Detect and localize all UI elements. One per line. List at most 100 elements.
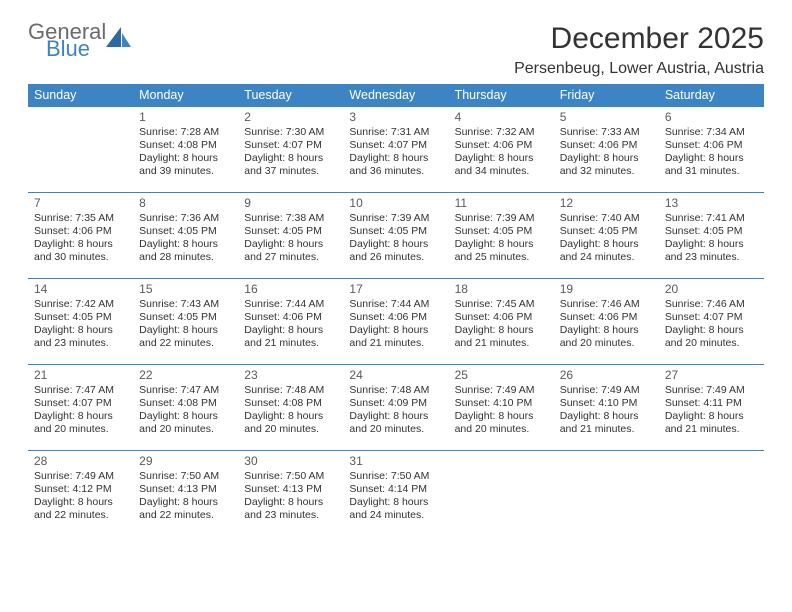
day-number: 14 <box>34 282 127 297</box>
calendar-cell: 27Sunrise: 7:49 AMSunset: 4:11 PMDayligh… <box>659 365 764 451</box>
day-info-line: and 22 minutes. <box>34 509 127 522</box>
sail-icon <box>106 27 132 56</box>
day-info-line: Daylight: 8 hours <box>139 496 232 509</box>
day-info-line: Sunrise: 7:40 AM <box>560 212 653 225</box>
day-number: 8 <box>139 196 232 211</box>
calendar-cell: 24Sunrise: 7:48 AMSunset: 4:09 PMDayligh… <box>343 365 448 451</box>
day-info-line: Sunrise: 7:49 AM <box>560 384 653 397</box>
day-info-line: Sunrise: 7:41 AM <box>665 212 758 225</box>
day-info-line: Daylight: 8 hours <box>349 152 442 165</box>
calendar-cell <box>659 451 764 537</box>
day-info-line: Daylight: 8 hours <box>34 324 127 337</box>
day-number: 21 <box>34 368 127 383</box>
day-info-line: and 30 minutes. <box>34 251 127 264</box>
weekday-header: Tuesday <box>238 84 343 107</box>
day-info-line: Sunrise: 7:46 AM <box>560 298 653 311</box>
day-info-line: Daylight: 8 hours <box>560 324 653 337</box>
calendar-cell: 25Sunrise: 7:49 AMSunset: 4:10 PMDayligh… <box>449 365 554 451</box>
day-info-line: Sunset: 4:09 PM <box>349 397 442 410</box>
day-info-line: and 21 minutes. <box>665 423 758 436</box>
calendar-cell: 2Sunrise: 7:30 AMSunset: 4:07 PMDaylight… <box>238 107 343 193</box>
day-info-line: and 32 minutes. <box>560 165 653 178</box>
day-info-line: and 37 minutes. <box>244 165 337 178</box>
day-number: 17 <box>349 282 442 297</box>
calendar-cell: 14Sunrise: 7:42 AMSunset: 4:05 PMDayligh… <box>28 279 133 365</box>
day-number: 4 <box>455 110 548 125</box>
day-info-line: Daylight: 8 hours <box>349 410 442 423</box>
brand-logo: General Blue <box>28 22 132 60</box>
day-info-line: Sunrise: 7:48 AM <box>244 384 337 397</box>
calendar-cell <box>28 107 133 193</box>
header-row: General Blue December 2025 Persenbeug, L… <box>28 22 764 78</box>
day-info-line: Sunrise: 7:50 AM <box>139 470 232 483</box>
day-info-line: and 22 minutes. <box>139 509 232 522</box>
calendar-cell: 5Sunrise: 7:33 AMSunset: 4:06 PMDaylight… <box>554 107 659 193</box>
day-info-line: Daylight: 8 hours <box>665 152 758 165</box>
day-info-line: and 20 minutes. <box>244 423 337 436</box>
day-info-line: Sunset: 4:05 PM <box>455 225 548 238</box>
day-info-line: Sunrise: 7:39 AM <box>455 212 548 225</box>
day-info-line: Daylight: 8 hours <box>139 152 232 165</box>
calendar-cell <box>449 451 554 537</box>
day-info-line: Sunrise: 7:42 AM <box>34 298 127 311</box>
day-info-line: Sunrise: 7:33 AM <box>560 126 653 139</box>
day-info-line: Sunset: 4:07 PM <box>665 311 758 324</box>
day-info-line: Sunrise: 7:44 AM <box>244 298 337 311</box>
calendar-cell: 28Sunrise: 7:49 AMSunset: 4:12 PMDayligh… <box>28 451 133 537</box>
calendar-week: 28Sunrise: 7:49 AMSunset: 4:12 PMDayligh… <box>28 451 764 537</box>
day-number: 10 <box>349 196 442 211</box>
day-info-line: and 20 minutes. <box>455 423 548 436</box>
day-number: 27 <box>665 368 758 383</box>
day-info-line: Sunset: 4:05 PM <box>139 225 232 238</box>
day-info-line: and 34 minutes. <box>455 165 548 178</box>
day-info-line: Sunset: 4:12 PM <box>34 483 127 496</box>
day-info-line: Sunset: 4:10 PM <box>560 397 653 410</box>
day-info-line: Daylight: 8 hours <box>139 324 232 337</box>
day-info-line: Daylight: 8 hours <box>244 152 337 165</box>
day-info-line: Daylight: 8 hours <box>560 410 653 423</box>
calendar-cell: 31Sunrise: 7:50 AMSunset: 4:14 PMDayligh… <box>343 451 448 537</box>
day-info-line: Daylight: 8 hours <box>349 238 442 251</box>
day-number: 5 <box>560 110 653 125</box>
day-info-line: Sunrise: 7:39 AM <box>349 212 442 225</box>
day-info-line: Daylight: 8 hours <box>244 496 337 509</box>
day-info-line: Daylight: 8 hours <box>455 410 548 423</box>
day-info-line: and 23 minutes. <box>665 251 758 264</box>
day-info-line: Sunrise: 7:50 AM <box>244 470 337 483</box>
day-info-line: and 23 minutes. <box>34 337 127 350</box>
location: Persenbeug, Lower Austria, Austria <box>514 60 764 78</box>
day-info-line: Sunset: 4:05 PM <box>139 311 232 324</box>
brand-blue: Blue <box>46 39 106 60</box>
day-info-line: Sunset: 4:06 PM <box>560 139 653 152</box>
day-info-line: and 28 minutes. <box>139 251 232 264</box>
day-info-line: Sunrise: 7:47 AM <box>139 384 232 397</box>
day-info-line: Sunrise: 7:47 AM <box>34 384 127 397</box>
day-number: 11 <box>455 196 548 211</box>
day-info-line: Daylight: 8 hours <box>244 324 337 337</box>
day-info-line: Sunset: 4:06 PM <box>560 311 653 324</box>
day-info-line: Daylight: 8 hours <box>139 410 232 423</box>
day-number: 29 <box>139 454 232 469</box>
calendar-cell: 3Sunrise: 7:31 AMSunset: 4:07 PMDaylight… <box>343 107 448 193</box>
calendar-cell: 10Sunrise: 7:39 AMSunset: 4:05 PMDayligh… <box>343 193 448 279</box>
day-info-line: Daylight: 8 hours <box>665 410 758 423</box>
day-info-line: Sunset: 4:05 PM <box>665 225 758 238</box>
calendar-cell: 12Sunrise: 7:40 AMSunset: 4:05 PMDayligh… <box>554 193 659 279</box>
day-info-line: and 21 minutes. <box>349 337 442 350</box>
day-info-line: Sunset: 4:05 PM <box>560 225 653 238</box>
day-info-line: Sunrise: 7:31 AM <box>349 126 442 139</box>
day-info-line: and 24 minutes. <box>560 251 653 264</box>
day-info-line: and 39 minutes. <box>139 165 232 178</box>
calendar-cell: 15Sunrise: 7:43 AMSunset: 4:05 PMDayligh… <box>133 279 238 365</box>
calendar-cell: 9Sunrise: 7:38 AMSunset: 4:05 PMDaylight… <box>238 193 343 279</box>
day-info-line: Sunset: 4:07 PM <box>349 139 442 152</box>
day-info-line: Sunset: 4:06 PM <box>244 311 337 324</box>
day-number: 1 <box>139 110 232 125</box>
day-info-line: Sunset: 4:06 PM <box>455 139 548 152</box>
day-info-line: and 21 minutes. <box>560 423 653 436</box>
day-info-line: Sunset: 4:07 PM <box>244 139 337 152</box>
calendar-table: SundayMondayTuesdayWednesdayThursdayFrid… <box>28 84 764 537</box>
calendar-cell: 17Sunrise: 7:44 AMSunset: 4:06 PMDayligh… <box>343 279 448 365</box>
day-info-line: Sunrise: 7:49 AM <box>455 384 548 397</box>
calendar-cell: 8Sunrise: 7:36 AMSunset: 4:05 PMDaylight… <box>133 193 238 279</box>
